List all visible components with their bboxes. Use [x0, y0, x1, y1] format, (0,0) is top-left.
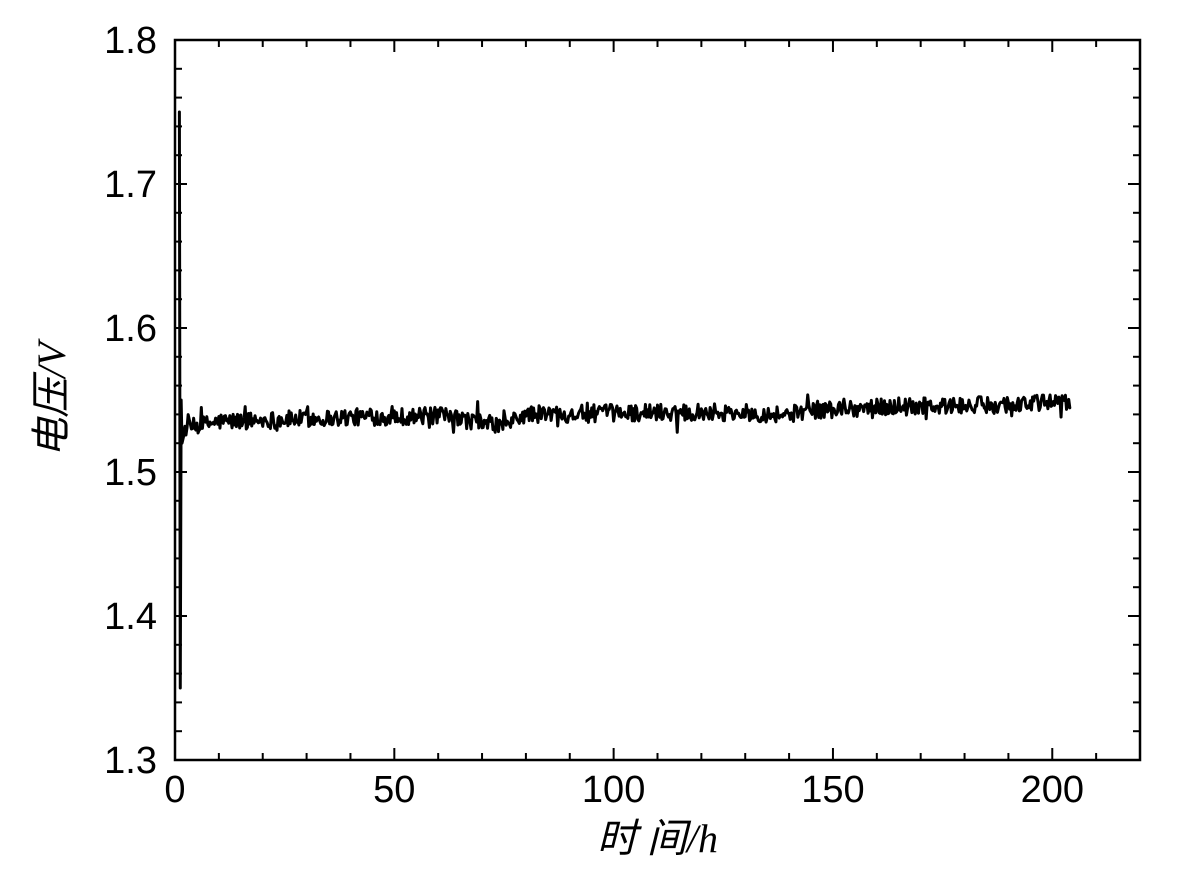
x-axis-label: 时 间/h — [597, 816, 718, 861]
plot-border — [175, 40, 1140, 760]
y-tick-label: 1.5 — [104, 452, 157, 494]
y-tick-label: 1.4 — [104, 596, 157, 638]
x-tick-label: 200 — [1021, 769, 1084, 811]
y-tick-label: 1.3 — [104, 740, 157, 782]
voltage-time-chart: 0 50 100 150 200 1.3 1.4 1.5 1.6 1.7 1.8 电压/V 时 间/h — [0, 0, 1184, 872]
x-tick-label: 150 — [801, 769, 864, 811]
y-axis-label: 电压/V — [29, 338, 74, 458]
x-tick-label: 100 — [582, 769, 645, 811]
series-voltage — [179, 112, 1069, 688]
y-tick-label: 1.6 — [104, 308, 157, 350]
y-tick-label: 1.8 — [104, 20, 157, 62]
y-tick-label: 1.7 — [104, 164, 157, 206]
chart-svg: 0 50 100 150 200 1.3 1.4 1.5 1.6 1.7 1.8 电压/V 时 间/h — [0, 0, 1184, 872]
x-tick-label: 0 — [164, 769, 185, 811]
x-tick-label: 50 — [373, 769, 415, 811]
